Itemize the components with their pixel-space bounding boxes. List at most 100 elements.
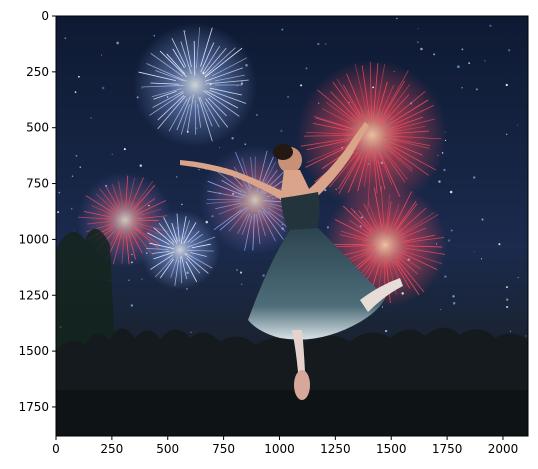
- firework-ray: [317, 89, 364, 128]
- firework-ray: [132, 221, 169, 232]
- firework-spark: [318, 102, 320, 104]
- firework-spark: [416, 41, 419, 44]
- firework-spark: [435, 243, 438, 245]
- firework-ray: [187, 236, 216, 248]
- x-tick-label: 2000: [488, 442, 519, 456]
- firework-ray: [305, 144, 353, 168]
- firework-spark: [186, 271, 189, 275]
- firework-ray: [87, 221, 111, 225]
- firework-ray: [150, 53, 184, 77]
- firework-ray: [193, 41, 196, 76]
- firework-burst-top-left: [133, 23, 257, 147]
- x-tick-label: 1750: [432, 442, 463, 456]
- firework-spark: [111, 153, 113, 155]
- firework-spark: [141, 87, 143, 89]
- firework-ray: [200, 27, 213, 67]
- firework-ray: [157, 95, 186, 130]
- firework-ray: [397, 207, 427, 235]
- firework-ray: [395, 261, 420, 296]
- firework-spark: [381, 306, 384, 308]
- firework-spark: [74, 91, 77, 93]
- firework-spark: [105, 184, 108, 187]
- firework-ray: [85, 222, 115, 233]
- firework-spark: [231, 137, 234, 140]
- firework-spark: [305, 67, 308, 70]
- firework-spark: [453, 301, 456, 305]
- firework-spark: [148, 204, 150, 207]
- firework-ray: [343, 84, 363, 118]
- firework-spark: [75, 154, 78, 157]
- firework-ray: [166, 53, 186, 75]
- firework-spark: [202, 72, 205, 75]
- firework-ray: [313, 115, 360, 132]
- firework-ray: [209, 89, 247, 104]
- firework-spark: [440, 309, 442, 310]
- firework-spark: [236, 269, 238, 271]
- image-content: [56, 16, 528, 436]
- firework-spark: [498, 243, 501, 246]
- firework-ray: [125, 234, 130, 265]
- firework-spark: [281, 224, 283, 226]
- firework-ray: [379, 94, 410, 127]
- firework-ray: [354, 64, 369, 121]
- firework-spark: [438, 180, 441, 183]
- firework-ray: [395, 201, 417, 231]
- firework-ray: [306, 139, 350, 151]
- firework-ray: [393, 261, 411, 289]
- firework-spark: [444, 275, 447, 278]
- firework-spark: [131, 253, 133, 256]
- y-tick-label: 1750: [18, 400, 49, 414]
- firework-spark: [354, 211, 356, 213]
- firework-ray: [153, 251, 175, 260]
- firework-ray: [170, 256, 179, 278]
- firework-ray: [208, 97, 227, 117]
- firework-ray: [130, 177, 144, 208]
- y-tick-label: 1000: [18, 232, 49, 246]
- firework-spark: [236, 85, 238, 87]
- firework-ray: [134, 231, 154, 256]
- firework-ray: [134, 197, 156, 214]
- firework-ray: [257, 210, 266, 237]
- firework-spark: [441, 152, 444, 154]
- firework-spark: [153, 35, 155, 37]
- firework-spark: [205, 220, 209, 224]
- firework-ray: [332, 81, 361, 120]
- firework-ray: [206, 200, 240, 204]
- firework-spark: [505, 83, 508, 87]
- firework-ray: [390, 135, 442, 140]
- x-tick-label: 250: [100, 442, 123, 456]
- firework-spark: [450, 229, 453, 232]
- firework-spark: [209, 83, 212, 86]
- x-tick-label: 1500: [376, 442, 407, 456]
- firework-ray: [77, 216, 113, 220]
- firework-ray: [325, 101, 355, 123]
- firework-ray: [376, 85, 394, 125]
- firework-ray: [149, 242, 174, 249]
- firework-ray: [105, 185, 119, 209]
- trees-silhouette: [56, 228, 115, 350]
- firework-ray: [404, 237, 445, 243]
- firework-ray: [260, 156, 274, 187]
- firework-spark: [183, 30, 186, 33]
- firework-ray: [159, 258, 174, 279]
- firework-spark: [335, 188, 338, 191]
- firework-ray: [300, 137, 355, 147]
- firework-ray: [152, 90, 184, 108]
- firework-sparks: [57, 17, 527, 338]
- firework-ray: [83, 211, 113, 218]
- firework-ray: [368, 202, 380, 231]
- firework-ray: [204, 47, 236, 77]
- firework-spark: [443, 168, 446, 172]
- firework-spark: [326, 226, 330, 229]
- firework-ray: [191, 243, 211, 249]
- firework-spark: [480, 258, 482, 260]
- firework-ray: [129, 228, 143, 254]
- firework-ray: [118, 180, 124, 212]
- firework-ray: [347, 155, 364, 193]
- firework-spark: [207, 110, 209, 112]
- firework-spark: [410, 102, 413, 105]
- firework-spark: [401, 292, 404, 295]
- firework-ray: [205, 79, 249, 85]
- firework-ray: [340, 230, 373, 242]
- firework-spark: [468, 62, 471, 64]
